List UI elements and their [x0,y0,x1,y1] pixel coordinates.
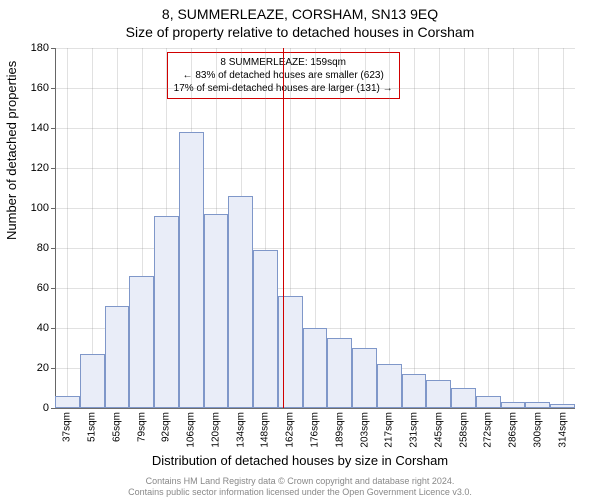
xtick-label: 120sqm [210,412,221,448]
histogram-bar [105,306,130,408]
xtick-label: 162sqm [285,412,296,448]
histogram-bar [154,216,179,408]
xtick-label: 245sqm [433,412,444,448]
histogram-bar [525,402,550,408]
histogram-bar [129,276,154,408]
xtick-label: 92sqm [161,412,172,442]
ytick-mark [51,48,55,49]
histogram-bar [204,214,229,408]
ytick-mark [51,208,55,209]
xtick-label: 203sqm [359,412,370,448]
page-subtitle: Size of property relative to detached ho… [0,24,600,40]
histogram-bar [377,364,402,408]
ytick-label: 40 [37,322,49,334]
ytick-label: 60 [37,282,49,294]
histogram-bar [402,374,427,408]
footer-line-2: Contains public sector information licen… [0,487,600,498]
histogram-bar [253,250,278,408]
reference-line [283,48,284,408]
xtick-label: 106sqm [186,412,197,448]
ytick-label: 140 [31,122,49,134]
ytick-label: 160 [31,82,49,94]
xtick-label: 286sqm [508,412,519,448]
xtick-label: 314sqm [557,412,568,448]
gridline-v [513,48,514,408]
xtick-label: 231sqm [409,412,420,448]
xtick-label: 148sqm [260,412,271,448]
histogram-bar [228,196,253,408]
xtick-label: 134sqm [235,412,246,448]
histogram-bar [55,396,80,408]
plot-area: 8 SUMMERLEAZE: 159sqm← 83% of detached h… [55,48,575,409]
xtick-label: 79sqm [136,412,147,442]
histogram-bar [501,402,526,408]
gridline-v [538,48,539,408]
ytick-mark [51,168,55,169]
xtick-label: 37sqm [62,412,73,442]
histogram-bar [451,388,476,408]
gridline-v [439,48,440,408]
xtick-label: 51sqm [87,412,98,442]
y-axis-label: Number of detached properties [4,61,19,240]
ytick-label: 20 [37,362,49,374]
ytick-label: 80 [37,242,49,254]
chart-container: 8, SUMMERLEAZE, CORSHAM, SN13 9EQ Size o… [0,0,600,500]
gridline-h [55,408,575,409]
histogram-bar [179,132,204,408]
ytick-mark [51,248,55,249]
histogram-bar [550,404,575,408]
histogram-bar [80,354,105,408]
xtick-label: 65sqm [111,412,122,442]
xtick-label: 176sqm [310,412,321,448]
footer-attribution: Contains HM Land Registry data © Crown c… [0,476,600,498]
gridline-v [464,48,465,408]
gridline-v [67,48,68,408]
ytick-label: 100 [31,202,49,214]
y-axis-line [55,48,56,408]
xtick-label: 300sqm [532,412,543,448]
histogram-bar [476,396,501,408]
histogram-bar [352,348,377,408]
ytick-label: 180 [31,42,49,54]
histogram-bar [327,338,352,408]
xtick-label: 189sqm [334,412,345,448]
gridline-v [389,48,390,408]
x-axis-label: Distribution of detached houses by size … [0,453,600,468]
ytick-mark [51,88,55,89]
ytick-mark [51,288,55,289]
histogram-bar [426,380,451,408]
footer-line-1: Contains HM Land Registry data © Crown c… [0,476,600,487]
ytick-mark [51,408,55,409]
ytick-mark [51,128,55,129]
gridline-v [488,48,489,408]
xtick-label: 258sqm [458,412,469,448]
histogram-bar [303,328,328,408]
ytick-label: 120 [31,162,49,174]
gridline-v [414,48,415,408]
xtick-label: 272sqm [483,412,494,448]
histogram-bar [278,296,303,408]
ytick-mark [51,368,55,369]
page-title-address: 8, SUMMERLEAZE, CORSHAM, SN13 9EQ [0,6,600,22]
xtick-label: 217sqm [384,412,395,448]
ytick-mark [51,328,55,329]
gridline-v [563,48,564,408]
ytick-label: 0 [43,402,49,414]
